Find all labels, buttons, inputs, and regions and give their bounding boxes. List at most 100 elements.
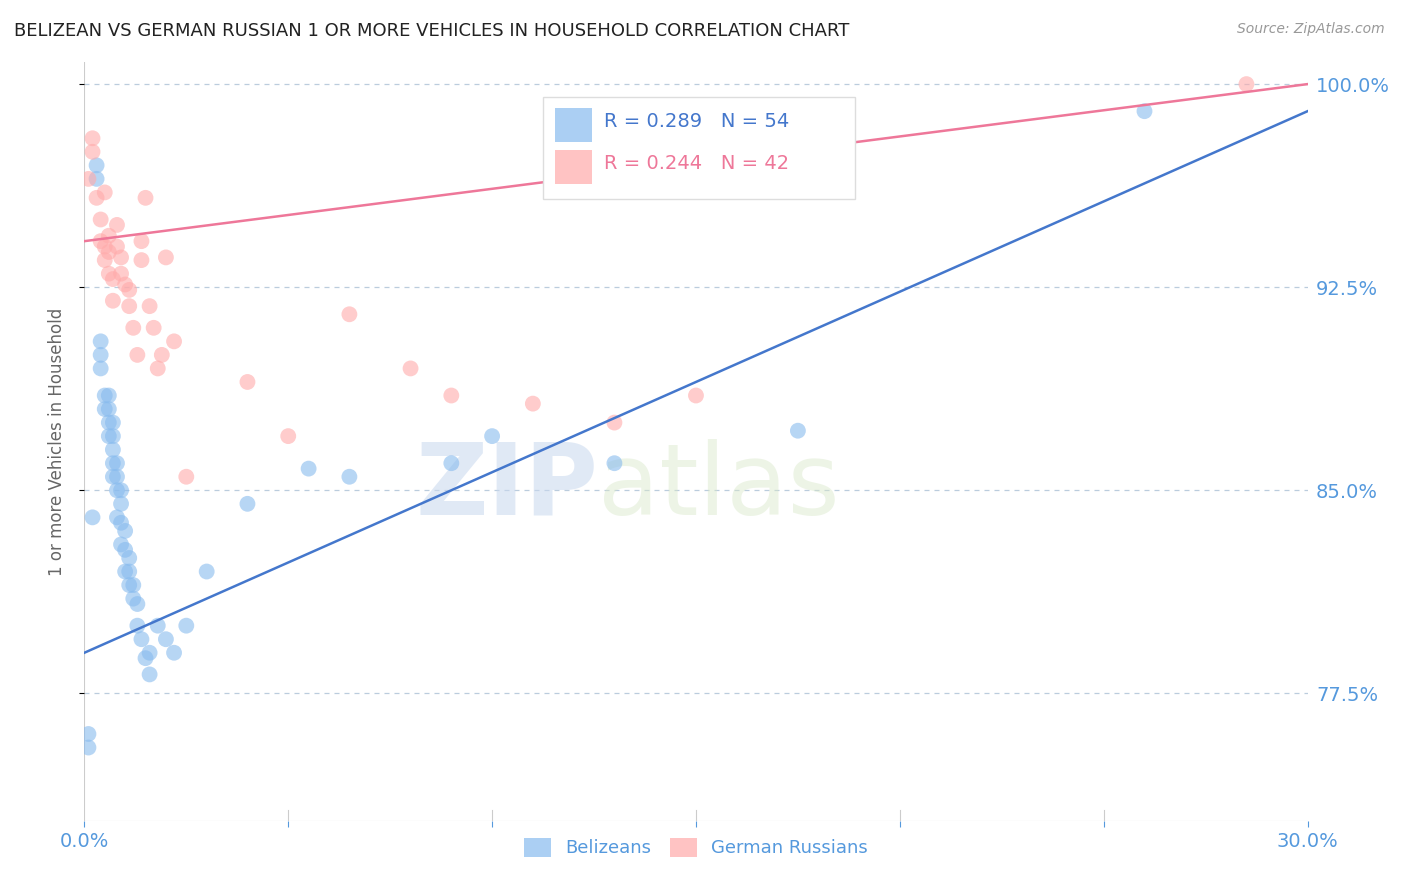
Point (110, 483, 132, 498)
Point (77, 740, 100, 755)
Point (277, 429, 299, 443)
Bar (555, 108, 592, 142)
Point (135, 651, 157, 665)
Point (163, 646, 186, 660)
Point (131, 632, 153, 647)
Point (440, 456, 463, 470)
Point (105, 469, 128, 483)
Point (118, 299, 141, 313)
Point (195, 565, 218, 579)
Point (440, 388, 463, 402)
Point (787, 424, 810, 438)
Point (101, 272, 124, 286)
Point (82, 145, 104, 159)
Point (110, 516, 132, 530)
Point (135, 191, 157, 205)
Point (522, 397, 544, 411)
Point (298, 461, 321, 475)
Point (101, 416, 124, 430)
Point (603, 416, 626, 430)
Point (110, 267, 132, 281)
Text: R = 0.289   N = 54: R = 0.289 N = 54 (605, 112, 790, 131)
Point (122, 591, 145, 606)
Point (236, 497, 259, 511)
Point (90, 212, 112, 227)
Legend: Belizeans, German Russians: Belizeans, German Russians (517, 830, 875, 864)
Point (105, 456, 128, 470)
Point (110, 251, 132, 265)
Point (236, 375, 259, 389)
Point (97, 416, 120, 430)
Point (481, 429, 503, 443)
Point (90, 234, 112, 248)
Text: Source: ZipAtlas.com: Source: ZipAtlas.com (1237, 22, 1385, 37)
Point (86, 172, 108, 186)
Y-axis label: 1 or more Vehicles in Household: 1 or more Vehicles in Household (48, 308, 66, 575)
Point (1133, 104, 1156, 119)
Point (90, 334, 112, 349)
Point (105, 510, 128, 524)
Point (685, 388, 707, 402)
Point (399, 361, 422, 376)
Point (603, 456, 626, 470)
Point (114, 565, 136, 579)
Point (163, 334, 186, 349)
Point (105, 218, 128, 232)
Point (97, 245, 120, 260)
Point (118, 551, 141, 566)
Point (101, 442, 124, 457)
Point (110, 537, 132, 551)
Point (146, 618, 169, 632)
Point (114, 277, 136, 292)
Point (101, 469, 124, 483)
Point (131, 234, 153, 248)
Point (90, 348, 112, 362)
Point (82, 131, 104, 145)
Point (82, 510, 104, 524)
Point (142, 320, 165, 334)
Point (131, 253, 153, 268)
Point (97, 402, 120, 417)
Point (155, 632, 177, 647)
Point (118, 283, 141, 297)
Point (138, 667, 160, 681)
Point (97, 429, 120, 443)
Point (127, 597, 149, 611)
Point (114, 524, 136, 538)
Point (118, 578, 141, 592)
Point (93, 186, 115, 200)
Point (101, 429, 124, 443)
Bar (555, 150, 592, 184)
Point (93, 253, 115, 268)
Point (105, 483, 128, 498)
Point (150, 348, 173, 362)
Point (114, 542, 136, 557)
FancyBboxPatch shape (543, 96, 855, 199)
Point (118, 565, 141, 579)
Point (77, 727, 100, 741)
Point (93, 402, 115, 417)
Point (86, 158, 108, 172)
Point (86, 191, 108, 205)
Point (155, 251, 177, 265)
Point (101, 456, 124, 470)
Point (122, 320, 145, 334)
Point (77, 172, 100, 186)
Point (97, 228, 120, 243)
Point (97, 267, 120, 281)
Text: R = 0.244   N = 42: R = 0.244 N = 42 (605, 153, 789, 173)
Point (138, 299, 160, 313)
Point (105, 239, 128, 253)
Point (90, 361, 112, 376)
Point (174, 618, 197, 632)
Point (97, 388, 120, 402)
Point (127, 348, 149, 362)
Text: ZIP: ZIP (415, 439, 598, 535)
Text: BELIZEAN VS GERMAN RUSSIAN 1 OR MORE VEHICLES IN HOUSEHOLD CORRELATION CHART: BELIZEAN VS GERMAN RUSSIAN 1 OR MORE VEH… (14, 22, 849, 40)
Point (1236, 77, 1258, 91)
Point (93, 388, 115, 402)
Point (127, 618, 149, 632)
Point (138, 646, 160, 660)
Point (93, 239, 115, 253)
Point (174, 469, 197, 483)
